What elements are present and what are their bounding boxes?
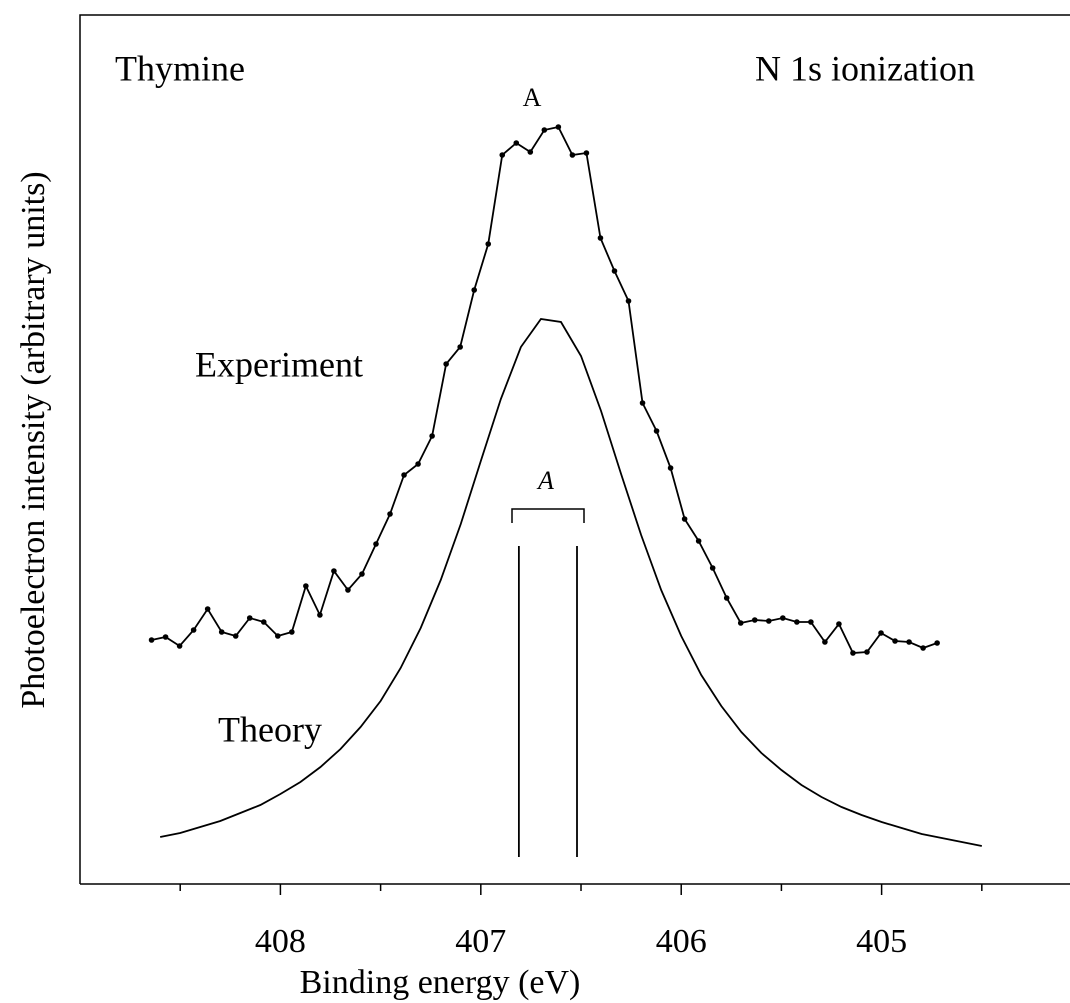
data-point	[260, 619, 267, 625]
data-point	[303, 583, 309, 589]
data-point	[892, 638, 898, 644]
data-point	[920, 645, 926, 651]
x-tick-label: 406	[656, 923, 707, 960]
data-point	[471, 287, 477, 293]
data-point	[667, 465, 674, 471]
data-point	[499, 152, 506, 158]
data-point	[443, 361, 449, 367]
data-point	[485, 241, 492, 247]
annotation: Theory	[218, 709, 322, 749]
data-point	[204, 606, 211, 612]
data-point	[653, 428, 660, 434]
data-point	[625, 298, 632, 304]
data-point	[850, 650, 856, 656]
x-tick-label: 408	[255, 923, 306, 960]
data-point	[331, 568, 337, 574]
data-point	[429, 433, 435, 439]
data-point	[751, 617, 758, 623]
data-point	[864, 649, 870, 655]
data-point	[765, 618, 772, 624]
data-point	[218, 629, 225, 635]
data-point	[808, 619, 814, 625]
annotation: Experiment	[195, 344, 363, 384]
annotation: A	[523, 83, 542, 112]
x-axis-label: Binding energy (eV)	[300, 964, 581, 1001]
data-point	[737, 620, 744, 626]
data-point	[317, 612, 323, 618]
series-line	[151, 125, 938, 654]
data-point	[373, 541, 379, 547]
plot-frame	[79, 14, 1070, 884]
x-tick-label: 405	[856, 923, 907, 960]
data-point	[401, 472, 407, 478]
data-point	[906, 639, 912, 645]
data-point	[541, 127, 548, 133]
series-line	[159, 318, 982, 847]
data-point	[527, 149, 534, 155]
data-point	[597, 235, 604, 241]
data-point	[836, 621, 842, 627]
data-point	[176, 643, 183, 649]
data-point	[878, 630, 884, 636]
data-point	[190, 627, 197, 633]
data-point	[232, 633, 239, 639]
data-point	[611, 268, 618, 274]
data-point	[387, 511, 393, 517]
data-point	[822, 639, 828, 645]
data-point	[162, 634, 169, 640]
annotation: A	[536, 466, 554, 495]
data-point	[359, 571, 365, 577]
data-point	[723, 595, 730, 601]
data-point	[289, 629, 295, 635]
annotation: N 1s ionization	[755, 48, 975, 88]
data-point	[695, 538, 702, 544]
data-point	[345, 587, 351, 593]
annotation: Thymine	[115, 48, 245, 88]
data-point	[513, 140, 520, 146]
data-point	[148, 637, 155, 643]
y-axis-label: Photoelectron intensity (arbitrary units…	[15, 171, 52, 708]
data-point	[555, 124, 562, 130]
data-point	[457, 344, 463, 350]
bracket	[511, 508, 585, 523]
data-point	[415, 461, 421, 467]
data-point	[569, 152, 576, 158]
data-point	[639, 400, 646, 406]
x-tick-label: 407	[455, 923, 506, 960]
data-point	[934, 640, 940, 646]
data-point	[709, 565, 716, 571]
data-point	[274, 633, 281, 639]
data-point	[246, 615, 253, 621]
data-point	[780, 615, 786, 621]
data-point	[794, 619, 800, 625]
data-point	[583, 150, 590, 156]
data-point	[681, 516, 688, 522]
